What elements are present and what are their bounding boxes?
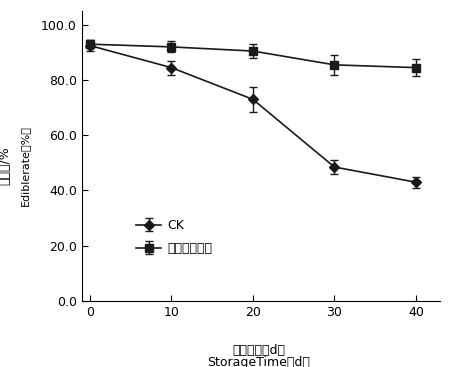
Text: Ediblerate（%）: Ediblerate（%） <box>20 125 30 206</box>
Text: 贮藏时间（d）: 贮藏时间（d） <box>232 344 285 357</box>
Legend: CK, 栅栏技术处理: CK, 栅栏技术处理 <box>131 214 217 260</box>
Text: 可食率/%: 可食率/% <box>0 146 11 185</box>
Text: StorageTime（d）: StorageTime（d） <box>207 356 310 367</box>
